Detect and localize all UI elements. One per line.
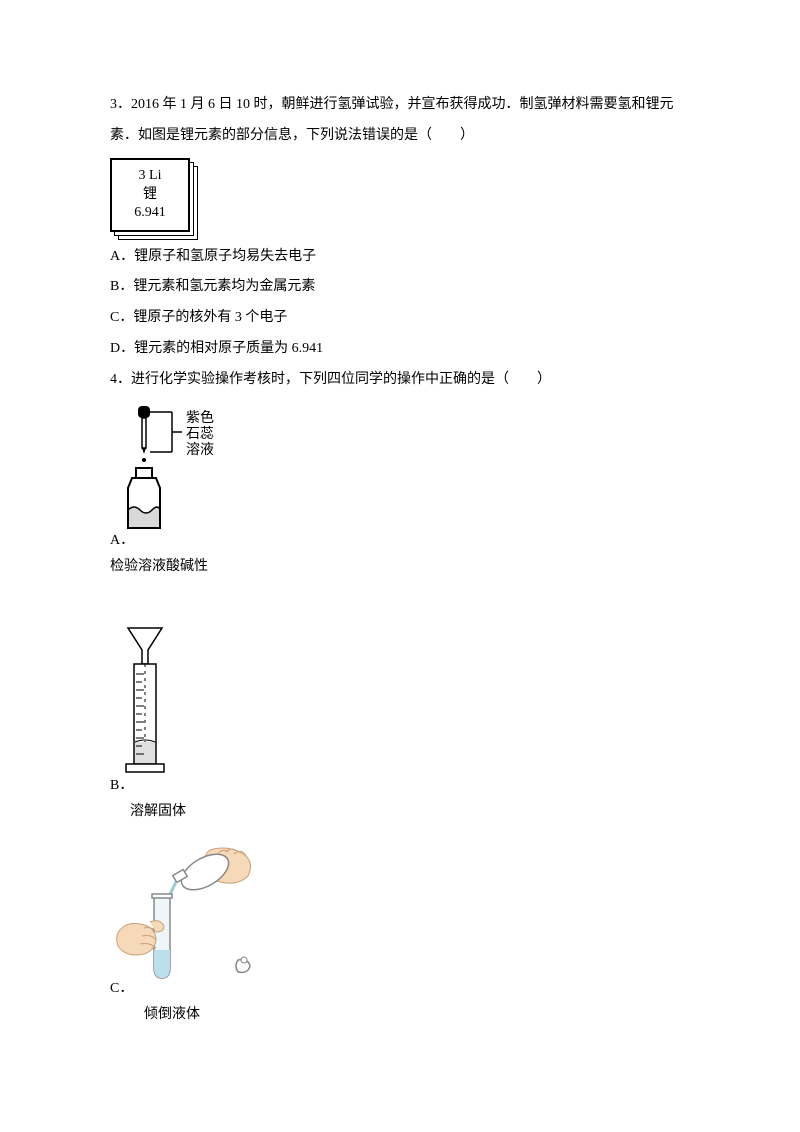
spacer — [110, 596, 690, 616]
element-mass: 6.941 — [134, 204, 166, 222]
q4-optC-caption: 倾倒液体 — [110, 1000, 690, 1031]
label-solution: 溶液 — [186, 442, 214, 458]
dropper-bottle-icon: 紫色 石蕊 溶液 — [110, 404, 260, 534]
page: 3．2016 年 1 月 6 日 10 时，朝鲜进行氢弹试验，并宣布获得成功．制… — [0, 0, 800, 1085]
q4-optB-figure: B． — [110, 624, 690, 793]
element-number-symbol: 3 Li — [139, 167, 162, 185]
q3-option-d: D．锂元素的相对原子质量为 6.941 — [110, 334, 690, 365]
q3-option-a: A．锂原子和氢原子均易失去电子 — [110, 242, 690, 273]
q4-optC-label: C． — [110, 982, 133, 996]
q3-option-b: B．锂元素和氢元素均为金属元素 — [110, 272, 690, 303]
q4-optC-figure: C． — [110, 842, 690, 996]
q4-optB-label: B． — [110, 779, 133, 793]
q4-optB-caption: 溶解固体 — [110, 797, 690, 828]
q3-line1: 3．2016 年 1 月 6 日 10 时，朝鲜进行氢弹试验，并宣布获得成功．制… — [110, 90, 690, 121]
q4-optA-label: A． — [110, 534, 134, 548]
element-box-figure: 3 Li 锂 6.941 — [110, 158, 190, 232]
q4-optA-figure: 紫色 石蕊 溶液 A． — [110, 404, 690, 548]
cylinder-funnel-icon — [110, 624, 190, 779]
q3-line2: 素．如图是锂元素的部分信息，下列说法错误的是（ ） — [110, 121, 690, 152]
q4-text: 4．进行化学实验操作考核时，下列四位同学的操作中正确的是（ ） — [110, 365, 690, 396]
pouring-liquid-icon — [110, 842, 270, 982]
label-purple: 紫色 — [186, 409, 214, 426]
label-litmus: 石蕊 — [186, 426, 214, 442]
q4-optA-caption: 检验溶液酸碱性 — [110, 552, 690, 583]
q3-option-c: C．锂原子的核外有 3 个电子 — [110, 303, 690, 334]
element-name: 锂 — [143, 186, 157, 204]
